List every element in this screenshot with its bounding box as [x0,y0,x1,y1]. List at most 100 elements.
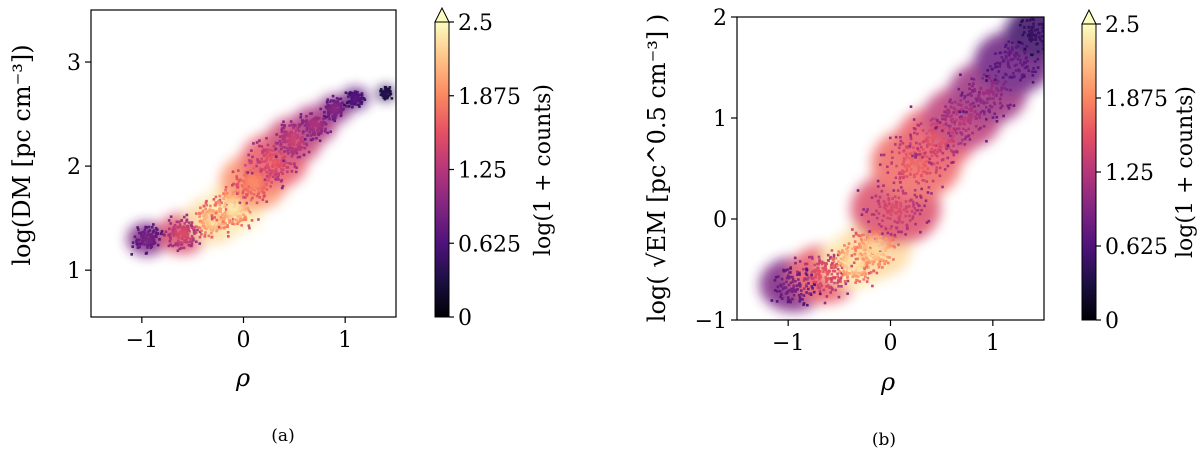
density-cell [209,220,213,223]
density-cell [993,78,997,81]
density-cell [290,142,294,145]
density-cell [239,218,242,222]
density-cell [288,137,292,140]
density-cell [956,127,960,131]
density-cell [968,103,972,106]
density-cell [1023,66,1027,70]
density-cell [788,271,791,274]
density-cell [977,128,981,131]
density-cell [978,92,982,95]
density-cell [321,124,325,127]
density-cell [924,199,928,203]
density-cell [208,215,211,218]
density-cell [878,195,882,199]
density-cell [914,156,917,159]
density-cell [269,169,273,172]
density-cell [333,100,337,103]
density-cell [1008,66,1011,69]
density-cell [282,134,286,137]
density-cell [981,91,985,94]
density-cell [837,276,841,280]
density-cell [957,103,960,106]
density-cell [278,135,282,138]
density-cell [313,118,317,122]
density-cell [848,262,851,265]
density-cell [289,144,292,147]
density-cell [851,272,855,275]
density-cell [819,283,823,286]
density-cell [808,255,811,259]
density-cell [784,292,788,295]
density-cell [231,222,234,225]
density-cell [991,67,994,71]
colorbar-tick-label: 1.875 [1105,87,1168,112]
density-cell [958,116,962,119]
density-cell [241,193,245,196]
density-cell [136,246,140,249]
density-cell [926,139,930,143]
density-cell [805,269,808,272]
density-cell [320,128,324,132]
density-cell [269,185,272,188]
density-cell [356,90,359,94]
density-cell [912,146,915,149]
density-cell [915,209,918,212]
density-cell [835,262,838,266]
density-cell [261,179,265,183]
density-cell [923,151,927,155]
density-cell [284,146,287,149]
density-cell [269,148,272,152]
density-cell [888,136,892,140]
density-cell [383,91,387,95]
density-cell [949,98,952,102]
density-cell [360,92,364,95]
density-cell [862,246,866,249]
density-cell [255,170,258,173]
density-cell [1047,49,1050,52]
density-cell [182,236,185,239]
density-cell [1009,57,1013,61]
density-cell [267,166,271,170]
density-cell [933,143,936,147]
density-cell [867,220,870,224]
density-cell [926,191,930,194]
density-cell [251,196,254,200]
density-cell [913,212,917,215]
density-cell [839,271,843,275]
density-cell [293,162,296,166]
density-cell [971,101,975,105]
density-cell [297,141,301,145]
density-cell [921,140,925,144]
density-cell [1032,11,1035,14]
density-cell [145,240,149,244]
y-tick-label: 1 [67,259,81,284]
density-cell [1031,80,1035,84]
density-cell [943,168,947,171]
density-cell [244,163,247,167]
density-cell [918,152,921,156]
density-cell [198,242,202,245]
density-cell [308,124,312,128]
density-cell [135,240,138,243]
density-cell [860,253,864,257]
density-cell [195,225,198,228]
density-cell [905,175,909,178]
density-cell [854,274,857,278]
density-cell [223,216,227,219]
density-cell [205,203,209,207]
density-cell [263,185,266,189]
density-cell [783,286,786,289]
density-cell [779,283,782,287]
density-cell [179,243,183,247]
panel-a-x-ticks: −1 0 1 [126,317,352,353]
density-cell [856,271,860,275]
density-cell [247,159,251,162]
density-cell [361,97,365,100]
density-cell [149,246,153,250]
density-cell [782,269,786,273]
density-cell [785,280,788,284]
density-cell [796,273,799,276]
density-cell [249,170,253,174]
density-cell [850,254,854,257]
density-cell [944,123,948,126]
